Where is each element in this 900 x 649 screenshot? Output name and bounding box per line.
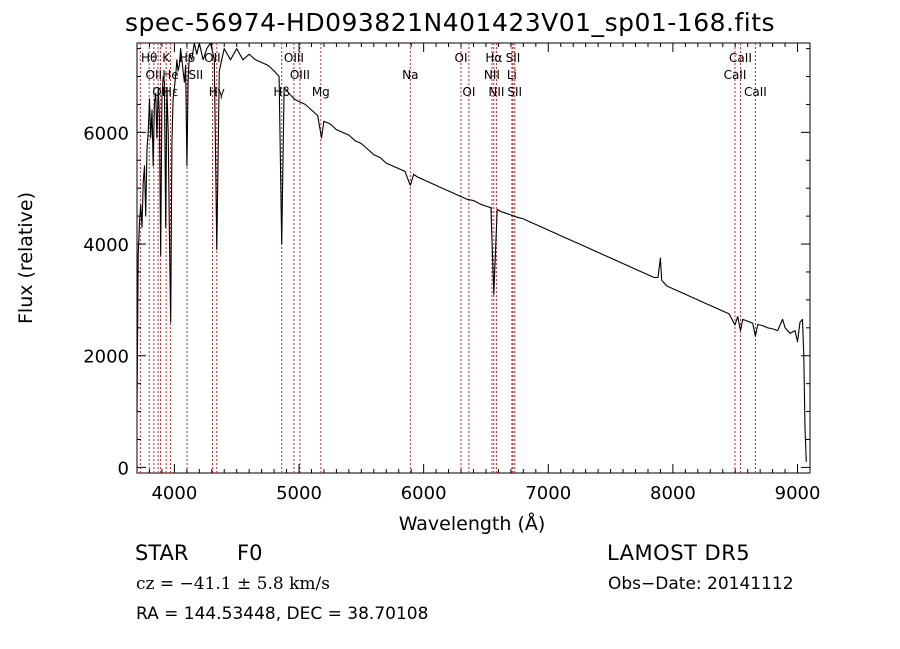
line-label: Na [402, 68, 418, 82]
line-label: OIII [290, 68, 310, 82]
x-axis-label: Wavelength (Å) [399, 512, 546, 535]
x-axis-ticks: 4000 5000 6000 7000 8000 9000 [148, 43, 821, 504]
line-label: NII [484, 68, 500, 82]
obs-date-text: Obs−Date: 20141112 [608, 574, 794, 594]
line-label: NII [488, 85, 504, 99]
line-label: OIII [284, 51, 304, 65]
line-label: Li [507, 68, 517, 82]
y-tick-label: 6000 [83, 123, 129, 144]
y-axis-label: Flux (relative) [15, 192, 37, 324]
line-label: SII [188, 68, 203, 82]
spectrum-line [136, 42, 807, 462]
subclass-label: F0 [237, 541, 263, 565]
y-tick-label: 2000 [83, 347, 129, 368]
line-label: OII [146, 68, 163, 82]
line-label: SII [506, 51, 521, 65]
y-axis-ticks: 0 2000 4000 6000 [83, 48, 810, 479]
redshift-text: cz = −41.1 ± 5.8 km/s [136, 574, 330, 594]
plot-frame [136, 42, 811, 474]
line-label: Hδ [179, 51, 195, 65]
x-tick-label: 8000 [650, 483, 696, 504]
x-tick-label: 5000 [276, 483, 322, 504]
line-label: CaII [729, 51, 752, 65]
line-label: Mg [312, 85, 330, 99]
line-label: CaII [744, 85, 767, 99]
line-label: Hθ [141, 51, 157, 65]
line-label: OI [455, 51, 468, 65]
line-label: Hγ [209, 85, 225, 99]
class-label: STAR [135, 541, 189, 565]
line-markers [139, 43, 756, 473]
line-label: K [162, 51, 171, 65]
x-tick-label: 9000 [775, 483, 821, 504]
line-label: Hα [485, 51, 502, 65]
line-label: OII [204, 51, 221, 65]
survey-label: LAMOST DR5 [607, 541, 751, 565]
line-label: Hβ [273, 85, 290, 99]
line-label: CaII [724, 68, 747, 82]
line-label: SII [507, 85, 522, 99]
line-label: He [162, 68, 178, 82]
y-tick-label: 4000 [83, 235, 129, 256]
chart-title: spec-56974-HD093821N401423V01_sp01-168.f… [124, 8, 776, 37]
y-tick-label: 0 [118, 458, 129, 479]
x-tick-label: 7000 [525, 483, 571, 504]
x-tick-label: 6000 [401, 483, 447, 504]
line-label: Hε [163, 85, 179, 99]
coordinates-text: RA = 144.53448, DEC = 38.70108 [136, 604, 429, 624]
x-tick-label: 4000 [151, 483, 197, 504]
line-label: OI [462, 85, 475, 99]
